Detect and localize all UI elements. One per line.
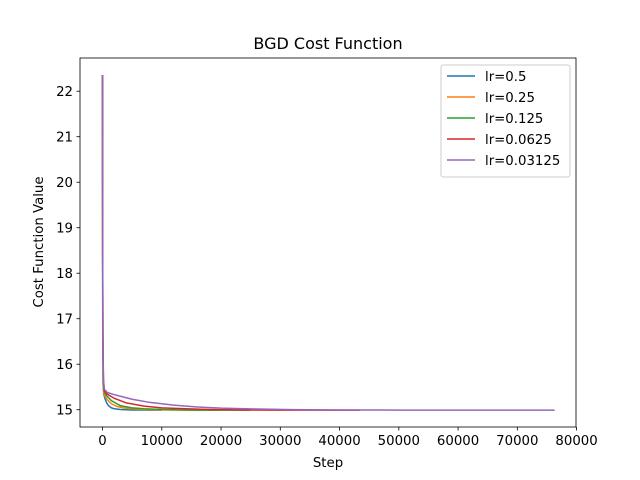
legend-label: lr=0.5 <box>485 70 526 85</box>
x-tick-label: 30000 <box>259 434 301 449</box>
x-tick-label: 0 <box>98 434 106 449</box>
chart-title: BGD Cost Function <box>253 34 402 53</box>
plot-frame <box>79 57 577 428</box>
legend: lr=0.5 lr=0.25 lr=0.125 lr=0.0625 lr=0.03125 <box>440 64 571 178</box>
y-tick-label: 16 <box>56 358 73 373</box>
y-tick-label: 17 <box>56 313 73 328</box>
legend-box <box>440 64 571 178</box>
x-tick-label: 50000 <box>378 434 420 449</box>
x-axis: 0 10000 20000 30000 40000 50000 60000 70000 8000… <box>98 427 598 449</box>
series-line-5 <box>101 75 555 411</box>
x-tick-label: 10000 <box>141 434 183 449</box>
y-tick-label: 20 <box>56 176 73 191</box>
y-axis: 15 16 17 18 19 20 21 22 <box>56 85 80 419</box>
y-tick-label: 22 <box>56 85 73 100</box>
x-tick-label: 70000 <box>496 434 538 449</box>
y-axis-label: Cost Function Value <box>32 176 47 307</box>
y-tick-label: 15 <box>56 404 73 419</box>
y-tick-label: 21 <box>56 131 73 146</box>
y-tick-label: 19 <box>56 222 73 237</box>
legend-label: lr=0.125 <box>485 112 543 127</box>
y-tick-label: 18 <box>56 267 73 282</box>
x-tick-label: 40000 <box>318 434 360 449</box>
plot-area <box>79 57 577 428</box>
x-axis-label: Step <box>313 456 343 471</box>
legend-label: lr=0.0625 <box>485 133 552 148</box>
x-tick-label: 20000 <box>200 434 242 449</box>
legend-label: lr=0.25 <box>485 91 535 106</box>
legend-label: lr=0.03125 <box>485 154 560 169</box>
x-tick-label: 80000 <box>555 434 597 449</box>
x-tick-label: 60000 <box>437 434 479 449</box>
